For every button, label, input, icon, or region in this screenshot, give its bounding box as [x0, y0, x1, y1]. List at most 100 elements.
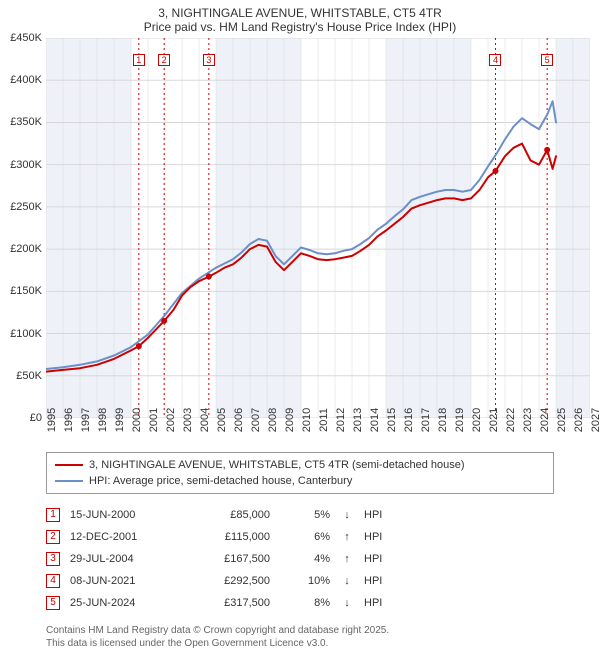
row-hpi-label: HPI: [364, 575, 394, 587]
legend-label: HPI: Average price, semi-detached house,…: [89, 475, 352, 487]
plot-area: £0£50K£100K£150K£200K£250K£300K£350K£400…: [46, 38, 590, 418]
x-tick-label: 2019: [454, 408, 466, 432]
chart-marker-badge: 5: [541, 54, 553, 66]
row-date: 25-JUN-2024: [70, 597, 180, 609]
y-tick-label: £150K: [10, 285, 46, 297]
table-row: 5 25-JUN-2024 £317,500 8% ↓ HPI: [46, 592, 554, 614]
y-tick-label: £50K: [16, 370, 46, 382]
x-tick-label: 1996: [63, 408, 75, 432]
x-tick-label: 2023: [522, 408, 534, 432]
x-tick-label: 2025: [556, 408, 568, 432]
row-pct: 6%: [280, 531, 330, 543]
chart-marker-badge: 2: [158, 54, 170, 66]
x-tick-label: 2003: [182, 408, 194, 432]
row-pct: 8%: [280, 597, 330, 609]
x-tick-label: 2024: [539, 408, 551, 432]
row-hpi-label: HPI: [364, 531, 394, 543]
x-tick-label: 2008: [267, 408, 279, 432]
arrow-icon: ↑: [340, 553, 354, 565]
row-price: £292,500: [190, 575, 270, 587]
row-marker-badge: 1: [46, 508, 60, 522]
row-date: 12-DEC-2001: [70, 531, 180, 543]
x-tick-label: 2004: [199, 408, 211, 432]
attribution-footer: Contains HM Land Registry data © Crown c…: [46, 624, 554, 650]
table-row: 1 15-JUN-2000 £85,000 5% ↓ HPI: [46, 504, 554, 526]
y-tick-label: £300K: [10, 159, 46, 171]
x-tick-label: 2018: [437, 408, 449, 432]
row-price: £167,500: [190, 553, 270, 565]
x-tick-label: 1995: [46, 408, 58, 432]
x-tick-label: 1999: [114, 408, 126, 432]
x-tick-label: 2010: [301, 408, 313, 432]
y-tick-label: £250K: [10, 201, 46, 213]
x-tick-label: 2016: [403, 408, 415, 432]
x-tick-label: 2002: [165, 408, 177, 432]
row-date: 08-JUN-2021: [70, 575, 180, 587]
table-row: 3 29-JUL-2004 £167,500 4% ↑ HPI: [46, 548, 554, 570]
row-price: £85,000: [190, 509, 270, 521]
legend-swatch: [55, 464, 83, 466]
x-tick-label: 1998: [97, 408, 109, 432]
x-tick-label: 2015: [386, 408, 398, 432]
table-row: 4 08-JUN-2021 £292,500 10% ↓ HPI: [46, 570, 554, 592]
arrow-icon: ↓: [340, 575, 354, 587]
x-tick-label: 2020: [471, 408, 483, 432]
x-tick-label: 2013: [352, 408, 364, 432]
chart-container: 3, NIGHTINGALE AVENUE, WHITSTABLE, CT5 4…: [0, 0, 600, 650]
x-tick-label: 2027: [590, 408, 600, 432]
row-marker-badge: 2: [46, 530, 60, 544]
x-tick-label: 2001: [148, 408, 160, 432]
footer-line-1: Contains HM Land Registry data © Crown c…: [46, 624, 554, 637]
chart-marker-badge: 3: [203, 54, 215, 66]
x-axis-ticks: 1995199619971998199920002001200220032004…: [46, 418, 590, 448]
arrow-icon: ↓: [340, 509, 354, 521]
row-date: 15-JUN-2000: [70, 509, 180, 521]
x-tick-label: 2017: [420, 408, 432, 432]
row-hpi-label: HPI: [364, 553, 394, 565]
chart-svg: [46, 38, 590, 418]
x-tick-label: 2007: [250, 408, 262, 432]
row-pct: 10%: [280, 575, 330, 587]
x-tick-label: 2011: [318, 408, 330, 432]
row-pct: 4%: [280, 553, 330, 565]
x-tick-label: 2012: [335, 408, 347, 432]
title-line-2: Price paid vs. HM Land Registry's House …: [10, 20, 590, 34]
row-pct: 5%: [280, 509, 330, 521]
table-row: 2 12-DEC-2001 £115,000 6% ↑ HPI: [46, 526, 554, 548]
x-tick-label: 2009: [284, 408, 296, 432]
y-tick-label: £0: [30, 412, 46, 424]
row-marker-badge: 5: [46, 596, 60, 610]
y-tick-label: £400K: [10, 74, 46, 86]
y-tick-label: £200K: [10, 243, 46, 255]
legend: 3, NIGHTINGALE AVENUE, WHITSTABLE, CT5 4…: [46, 452, 554, 494]
legend-item: 3, NIGHTINGALE AVENUE, WHITSTABLE, CT5 4…: [55, 457, 545, 473]
row-hpi-label: HPI: [364, 597, 394, 609]
x-tick-label: 2022: [505, 408, 517, 432]
legend-label: 3, NIGHTINGALE AVENUE, WHITSTABLE, CT5 4…: [89, 459, 465, 471]
row-date: 29-JUL-2004: [70, 553, 180, 565]
chart-marker-badge: 1: [133, 54, 145, 66]
x-tick-label: 2005: [216, 408, 228, 432]
row-price: £317,500: [190, 597, 270, 609]
y-tick-label: £350K: [10, 116, 46, 128]
arrow-icon: ↑: [340, 531, 354, 543]
row-marker-badge: 4: [46, 574, 60, 588]
arrow-icon: ↓: [340, 597, 354, 609]
row-price: £115,000: [190, 531, 270, 543]
legend-swatch: [55, 480, 83, 482]
x-tick-label: 2021: [488, 408, 500, 432]
chart-title: 3, NIGHTINGALE AVENUE, WHITSTABLE, CT5 4…: [0, 0, 600, 38]
y-tick-label: £450K: [10, 32, 46, 44]
row-hpi-label: HPI: [364, 509, 394, 521]
marker-data-table: 1 15-JUN-2000 £85,000 5% ↓ HPI 2 12-DEC-2001 £11…: [46, 504, 554, 614]
x-tick-label: 2006: [233, 408, 245, 432]
x-tick-label: 2014: [369, 408, 381, 432]
title-line-1: 3, NIGHTINGALE AVENUE, WHITSTABLE, CT5 4…: [10, 6, 590, 20]
x-tick-label: 1997: [80, 408, 92, 432]
chart-marker-badge: 4: [489, 54, 501, 66]
x-tick-label: 2000: [131, 408, 143, 432]
footer-line-2: This data is licensed under the Open Gov…: [46, 637, 554, 650]
row-marker-badge: 3: [46, 552, 60, 566]
legend-item: HPI: Average price, semi-detached house,…: [55, 473, 545, 489]
y-tick-label: £100K: [10, 328, 46, 340]
